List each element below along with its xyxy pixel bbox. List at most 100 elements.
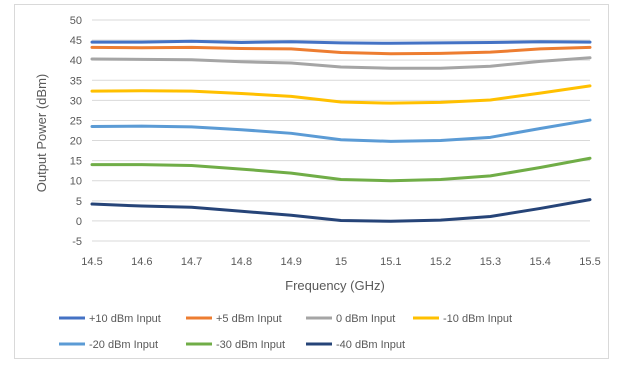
x-tick-label: 14.7 — [181, 256, 202, 268]
data-point — [141, 89, 143, 92]
legend: +10 dBm Input +5 dBm Input 0 dBm Input -10 … — [59, 313, 512, 351]
data-point — [190, 58, 193, 61]
data-point — [340, 66, 342, 68]
x-tick-label: 15 — [335, 256, 347, 268]
y-axis-title: Output Power (dBm) — [34, 74, 49, 193]
legend-label: 0 dBm Input — [336, 313, 395, 325]
data-point — [290, 48, 293, 50]
series-group — [90, 84, 592, 105]
series-group — [90, 118, 592, 143]
x-tick-label: 14.5 — [81, 256, 102, 268]
legend-label: -40 dBm Input — [336, 339, 405, 351]
legend-item: -10 dBm Input — [413, 313, 512, 325]
data-point — [589, 198, 591, 201]
series-group — [90, 56, 592, 70]
data-point — [91, 203, 93, 205]
data-point — [190, 126, 193, 128]
data-point — [141, 41, 143, 43]
y-tick-label: 20 — [70, 136, 82, 148]
legend-label: -30 dBm Input — [216, 339, 285, 351]
data-point — [539, 166, 541, 169]
data-point — [489, 65, 492, 68]
x-tick-label: 15.1 — [380, 256, 401, 268]
x-tick-label: 15.4 — [529, 256, 550, 268]
y-tick-label: 50 — [70, 15, 82, 27]
legend-label: +5 dBm Input — [216, 313, 282, 325]
data-point — [439, 219, 442, 221]
y-tick-label: 30 — [70, 95, 82, 107]
chart-frame: -5 0 5 10 15 20 25 30 35 40 45 50 14.5 14.6 14.7 14.8 1… — [14, 4, 609, 359]
data-point — [390, 42, 392, 45]
data-point — [589, 85, 591, 87]
data-point — [141, 46, 143, 49]
y-tick-label: 5 — [76, 196, 82, 208]
data-point — [290, 172, 293, 174]
data-point — [589, 46, 591, 49]
y-tick-labels: -5 0 5 10 15 20 25 30 35 40 45 50 — [70, 15, 82, 248]
data-point — [240, 210, 243, 213]
data-point — [340, 219, 342, 222]
data-point — [240, 47, 243, 50]
data-point — [340, 51, 342, 54]
x-tick-label: 15.3 — [480, 256, 501, 268]
x-tick-labels: 14.5 14.6 14.7 14.8 14.9 15 15.1 15.2 15.3 15.4 15… — [81, 256, 600, 268]
data-point — [340, 178, 342, 181]
series-group — [90, 156, 592, 183]
data-point — [489, 175, 492, 177]
data-point — [439, 101, 442, 104]
series-line — [90, 156, 592, 183]
data-point — [240, 168, 243, 170]
y-tick-label: 45 — [70, 35, 82, 47]
data-point — [539, 207, 541, 210]
data-point — [91, 90, 93, 92]
legend-item: +10 dBm Input — [59, 313, 161, 325]
data-point — [240, 60, 243, 63]
data-point — [190, 40, 193, 43]
data-point — [439, 67, 442, 70]
data-point — [489, 51, 492, 53]
data-point — [240, 92, 243, 95]
legend-item: +5 dBm Input — [186, 313, 282, 325]
data-point — [91, 125, 93, 128]
y-tick-label: 35 — [70, 75, 82, 87]
y-tick-label: -5 — [72, 236, 82, 248]
legend-label: -20 dBm Input — [89, 339, 158, 351]
data-point — [489, 215, 492, 218]
x-tick-label: 15.5 — [579, 256, 600, 268]
data-point — [390, 140, 392, 143]
legend-label: +10 dBm Input — [89, 313, 161, 325]
x-tick-label: 14.9 — [280, 256, 301, 268]
y-tick-label: 0 — [76, 216, 82, 228]
data-point — [190, 90, 193, 92]
series-group — [90, 45, 592, 56]
data-point — [439, 178, 442, 181]
legend-label: -10 dBm Input — [443, 313, 512, 325]
legend-item: -20 dBm Input — [59, 339, 158, 351]
data-point — [340, 138, 342, 141]
data-point — [539, 60, 541, 63]
legend-item: 0 dBm Input — [306, 313, 395, 325]
series-lines — [90, 39, 592, 223]
data-point — [390, 67, 392, 70]
data-point — [141, 163, 143, 166]
data-point — [439, 52, 442, 55]
series-line — [90, 118, 592, 143]
data-point — [240, 128, 243, 131]
data-point — [141, 125, 143, 127]
data-point — [290, 214, 293, 217]
data-point — [290, 40, 293, 43]
legend-item: -30 dBm Input — [186, 339, 285, 351]
data-point — [589, 41, 591, 43]
data-point — [539, 48, 541, 50]
data-point — [439, 139, 442, 142]
data-point — [589, 56, 591, 59]
legend-item: -40 dBm Input — [306, 339, 405, 351]
data-point — [539, 40, 541, 43]
y-tick-label: 10 — [70, 176, 82, 188]
data-point — [539, 127, 541, 130]
x-tick-label: 14.6 — [131, 256, 152, 268]
data-point — [439, 42, 442, 44]
data-point — [489, 136, 492, 139]
series-group — [90, 198, 592, 223]
data-point — [91, 58, 93, 60]
